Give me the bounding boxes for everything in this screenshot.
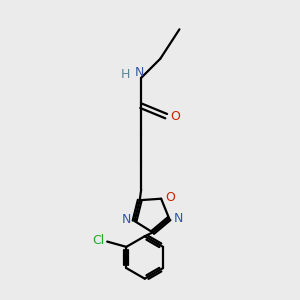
Text: Cl: Cl — [92, 234, 104, 247]
Text: O: O — [166, 191, 176, 204]
Text: N: N — [122, 213, 131, 226]
Text: H: H — [121, 68, 130, 81]
Text: O: O — [170, 110, 180, 123]
Text: N: N — [135, 66, 144, 79]
Text: N: N — [173, 212, 183, 225]
